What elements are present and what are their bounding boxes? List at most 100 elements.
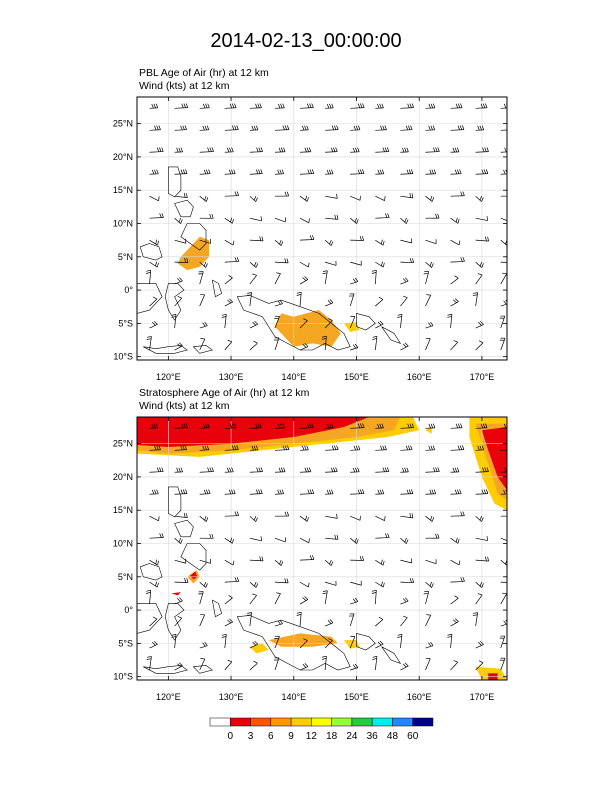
wind-barb-feather [485,236,487,242]
wind-barb-feather [286,191,290,197]
wind-barb-feather [309,489,312,494]
wind-barb-feather [452,147,455,153]
wind-barb-feather [321,658,327,660]
colorbar-swatch [250,717,272,727]
wind-barb-feather [331,445,335,450]
wind-barb-feather [231,467,234,472]
wind-barb-feather [260,169,263,174]
wind-barb-shaft [500,129,507,131]
wind-barb-feather [432,423,436,428]
wind-barb-feather [259,423,262,428]
wind-barb-feather [184,445,187,450]
wind-barb-feather [457,169,460,174]
wind-barb-feather [487,556,490,562]
wind-barb-feather [354,537,357,543]
wind-barb-shaft [450,277,459,285]
wind-barb-feather [181,103,184,109]
wind-barb-feather [452,467,455,473]
panel-1-y-tick-label: 10°N [113,219,133,229]
wind-barb-shaft [349,636,356,649]
wind-barb-shaft [274,657,280,671]
wind-barb-shaft [199,325,208,329]
wind-barb-feather [204,321,208,326]
wind-barb-feather [331,125,335,130]
wind-barb-feather [255,583,259,588]
wind-barb-feather [357,489,360,494]
wind-barb-feather [236,191,240,196]
wind-barb-shaft [274,471,286,473]
wind-barb-feather [333,445,337,450]
wind-barb-feather [307,262,310,268]
wind-barb-feather [306,517,309,522]
wind-barb-shaft [450,661,459,671]
wind-barb-shaft [300,151,311,153]
figure-title: 2014-02-13_00:00:00 [210,30,402,52]
wind-barb-feather [354,343,359,348]
wind-barb-feather [156,582,159,588]
wind-barb-shaft [249,515,256,522]
wind-barb-feather [460,423,463,428]
wind-barb-feather [229,103,233,109]
wind-barb-feather [473,292,478,294]
wind-barb-feather [234,577,237,582]
wind-barb-feather [407,125,411,130]
wind-barb-feather [151,423,154,429]
wind-barb-feather [430,445,433,451]
wind-barb-feather [502,592,507,595]
wind-barb-feather [402,343,407,348]
wind-barb-feather [447,313,452,316]
wind-barb-feather [403,615,408,618]
wind-barb-feather [477,593,483,596]
wind-barb-feather [321,335,327,338]
wind-barb-shaft [350,281,359,285]
wind-barb-feather [304,147,307,153]
wind-barb-shaft [274,337,280,351]
panel-1-coastline [168,166,182,198]
wind-barb-feather [234,103,237,108]
wind-barb-feather [203,169,207,175]
wind-barb-feather [208,489,211,494]
wind-barb-feather [204,515,207,521]
wind-barb-shaft [174,493,188,495]
wind-barb-feather [246,294,252,296]
wind-barb-feather [183,512,186,518]
wind-barb-feather [184,258,187,263]
wind-barb-feather [254,640,259,645]
panel-1-title-line2: Wind (kts) at 12 km [139,80,230,92]
wind-barb-feather [202,642,206,647]
wind-barb-feather [233,169,236,174]
wind-barb-shaft [274,239,282,246]
wind-barb-feather [209,213,212,219]
wind-barb-feather [255,197,258,202]
wind-barb-shaft [249,107,262,109]
wind-barb-shaft [199,294,205,307]
wind-barb-feather [328,638,333,641]
wind-barb-shaft [450,341,459,351]
wind-barb-shaft [274,273,281,285]
wind-barb-feather [205,197,209,202]
wind-barb-feather [409,258,412,263]
wind-barb-feather [279,299,283,304]
wind-barb-shaft [249,217,262,222]
wind-barb-feather [284,578,287,583]
wind-barb-shaft [325,515,338,519]
wind-barb-feather [154,320,158,325]
wind-barb-shaft [500,635,506,649]
wind-barb-feather [504,467,507,473]
panel-2-y-tick-label: 0° [124,605,133,615]
wind-barb-feather [231,147,234,152]
wind-barb-feather [333,125,337,130]
wind-barb-feather [159,147,162,152]
wind-barb-feather [154,640,158,645]
wind-barb-feather [331,489,334,494]
colorbar-swatch [392,717,413,727]
wind-barb-feather [352,467,356,473]
wind-barb-shaft [500,581,507,583]
wind-barb-feather [305,515,308,521]
wind-barb-shaft [149,515,159,522]
wind-barb-feather [330,467,334,473]
wind-barb-feather [228,275,233,279]
wind-barb-feather [253,445,257,451]
wind-barb-shaft [325,217,339,220]
wind-barb-feather [358,445,361,450]
